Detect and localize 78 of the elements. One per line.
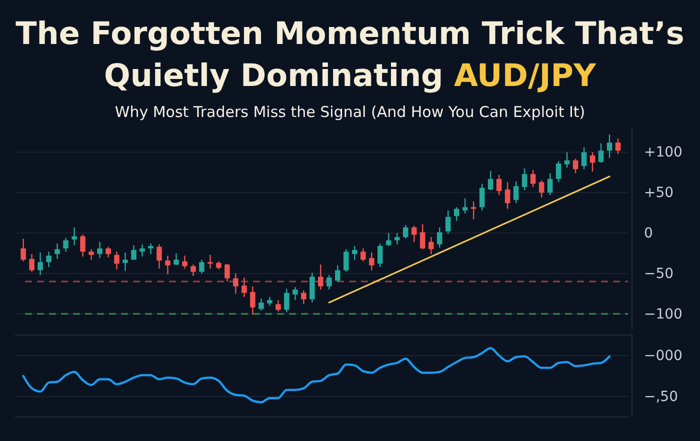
candlestick [530, 169, 536, 188]
candlestick [29, 253, 34, 272]
candlestick [122, 252, 128, 272]
y-tick-label: −,50 [644, 388, 678, 405]
candlestick [63, 237, 68, 252]
candlestick [258, 298, 264, 312]
candlestick [556, 160, 562, 183]
candlestick [208, 254, 213, 270]
y-tick-label: +50 [644, 185, 674, 202]
candlestick [488, 170, 494, 191]
candlestick [276, 300, 281, 312]
candlestick [97, 241, 102, 259]
y-tick-label: 0 [644, 226, 653, 242]
candlestick [250, 286, 256, 316]
candlestick [428, 236, 434, 255]
candlestick [590, 152, 596, 172]
candlestick [88, 248, 94, 260]
candlestick [538, 180, 544, 198]
candlestick [72, 226, 77, 246]
candlestick [496, 174, 502, 196]
candlestick [522, 168, 528, 191]
candlestick [377, 242, 383, 268]
candlestick [140, 244, 145, 258]
candlestick [38, 252, 43, 276]
candlestick [224, 263, 230, 282]
candlestick [368, 252, 374, 271]
candlestick [564, 152, 570, 168]
candlestick [174, 252, 179, 266]
candlestick [242, 276, 247, 298]
candlestick [581, 146, 587, 170]
candlestick [420, 224, 426, 250]
y-tick-label: +100 [644, 144, 682, 161]
line-series [22, 347, 611, 404]
candlestick [46, 251, 52, 268]
candlestick [454, 206, 460, 222]
candlestick [335, 264, 340, 282]
candlestick [292, 286, 298, 301]
candlestick [470, 200, 476, 220]
candlestick [402, 224, 408, 240]
candlestick [182, 255, 188, 270]
candlestick [436, 226, 442, 248]
candlestick [233, 272, 238, 294]
candlestick [547, 172, 553, 196]
candlestick [114, 251, 120, 270]
candlestick [394, 232, 400, 245]
candlestick [20, 238, 26, 262]
candlestick [165, 255, 170, 275]
candlestick [504, 182, 510, 210]
candlestick [106, 246, 111, 258]
candlestick [310, 272, 315, 304]
candlestick [352, 245, 358, 260]
y-tick-label: −000 [644, 348, 682, 364]
candlestick [80, 234, 86, 258]
y-tick-label: −50 [644, 266, 674, 282]
candlestick [156, 244, 162, 270]
candlestick [606, 134, 612, 158]
candlestick [326, 274, 332, 290]
candlestick [148, 242, 154, 255]
candlestick [318, 264, 324, 290]
candlestick [572, 158, 578, 174]
candlestick [199, 259, 204, 274]
candlestick [479, 183, 485, 212]
candlestick [411, 225, 417, 243]
candlestick [445, 210, 451, 234]
candlestick [190, 264, 196, 276]
candlestick [360, 248, 366, 262]
candlestick [513, 180, 519, 204]
chart-title: The Forgotten Momentum Trick That’s Quietly Dominating AUD/JPY [16, 16, 684, 94]
chart-subtitle: Why Most Traders Miss the Signal (And How You Can Exploit It) [114, 103, 586, 121]
candlestick [462, 198, 468, 214]
y-tick-label: −100 [644, 306, 682, 322]
candlestick [615, 138, 621, 154]
candlestick [598, 142, 604, 164]
candlestick [301, 290, 306, 305]
candlestick [284, 288, 290, 313]
candlestick [131, 244, 136, 260]
candlestick [344, 248, 349, 272]
candlestick [54, 242, 60, 260]
